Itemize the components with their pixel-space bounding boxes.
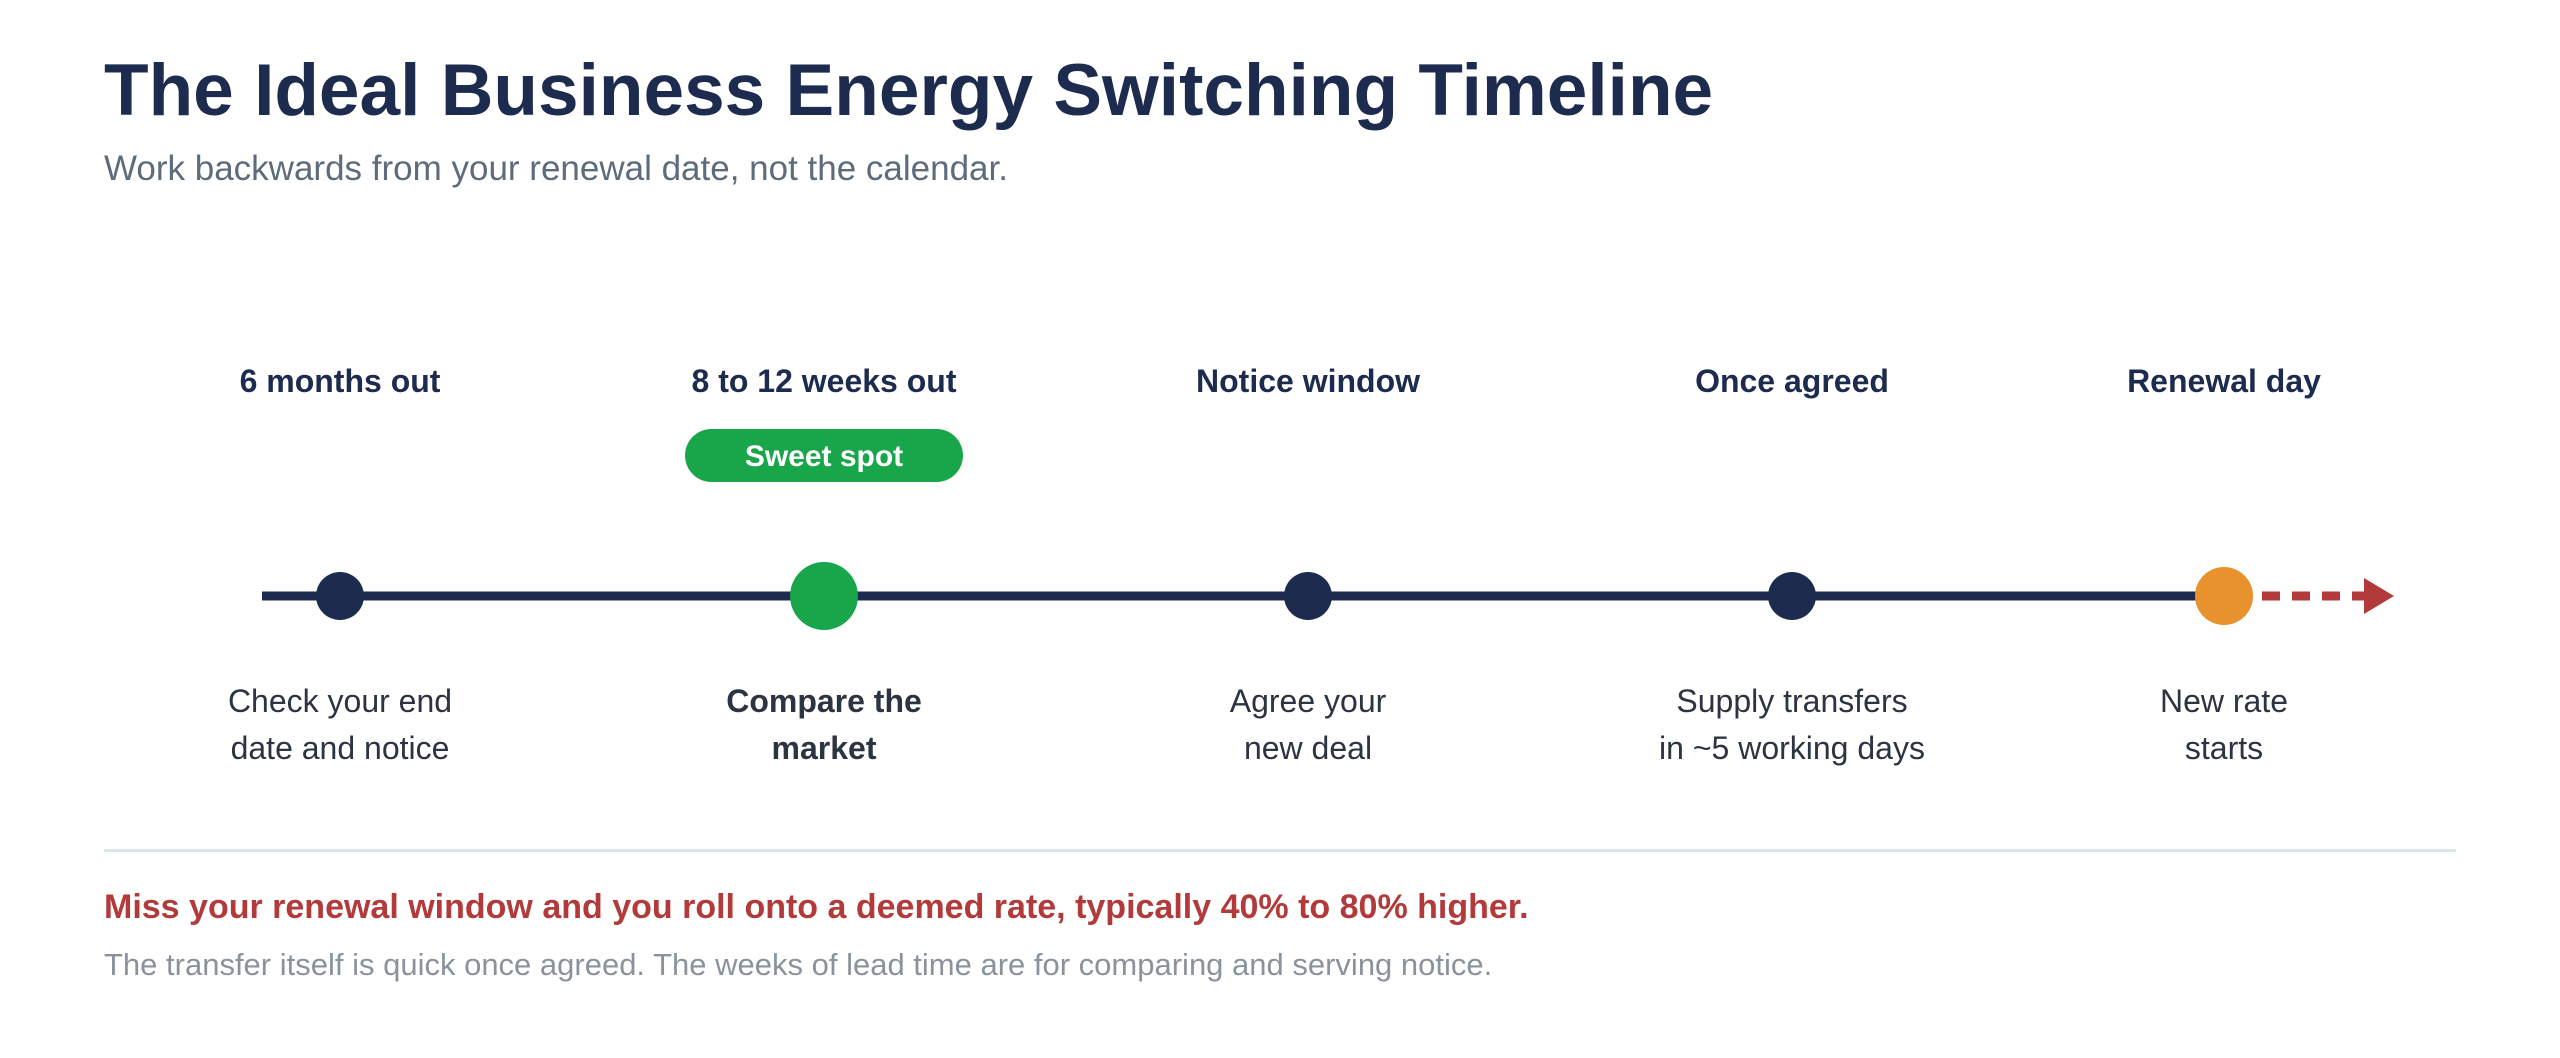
stage-3: Notice window Agree your new deal	[1196, 363, 1420, 766]
stage-label: 8 to 12 weeks out	[692, 363, 957, 399]
stage-marker-renewal	[2195, 567, 2253, 625]
arrow-head-icon	[2364, 578, 2394, 614]
stage-description-line-1: Check your end	[228, 683, 452, 719]
stage-1: 6 months out Check your end date and not…	[228, 363, 452, 766]
stage-label: Notice window	[1196, 363, 1420, 399]
stage-label: 6 months out	[240, 363, 441, 399]
sweet-spot-badge	[685, 429, 963, 482]
stage-description-line-1: Supply transfers	[1676, 683, 1907, 719]
page-subtitle: Work backwards from your renewal date, n…	[104, 149, 1008, 188]
stage-description-line-2: in ~5 working days	[1659, 730, 1925, 766]
stage-label: Renewal day	[2127, 363, 2321, 399]
warning-text: Miss your renewal window and you roll on…	[104, 888, 1529, 926]
stage-marker	[1768, 572, 1816, 620]
stage-description-line-2: market	[772, 730, 877, 766]
sweet-spot-badge-label: Sweet spot	[745, 440, 903, 473]
stage-label: Once agreed	[1695, 363, 1889, 399]
stage-marker-highlighted	[790, 562, 858, 630]
stage-description-line-2: new deal	[1244, 730, 1372, 766]
stage-5: Renewal day New rate starts	[2127, 363, 2321, 766]
stage-marker	[316, 572, 364, 620]
stage-description-line-2: date and notice	[231, 730, 450, 766]
stage-description-line-2: starts	[2185, 730, 2263, 766]
stage-description-line-1: New rate	[2160, 683, 2288, 719]
section-divider	[104, 849, 2456, 852]
stage-description-line-1: Agree your	[1230, 683, 1387, 719]
page-title: The Ideal Business Energy Switching Time…	[104, 50, 1714, 131]
stage-2: 8 to 12 weeks out Sweet spot Compare the…	[685, 363, 963, 766]
footnote-text: The transfer itself is quick once agreed…	[104, 947, 1493, 982]
stage-marker	[1284, 572, 1332, 620]
stage-4: Once agreed Supply transfers in ~5 worki…	[1659, 363, 1925, 766]
stage-description-line-1: Compare the	[726, 683, 922, 719]
